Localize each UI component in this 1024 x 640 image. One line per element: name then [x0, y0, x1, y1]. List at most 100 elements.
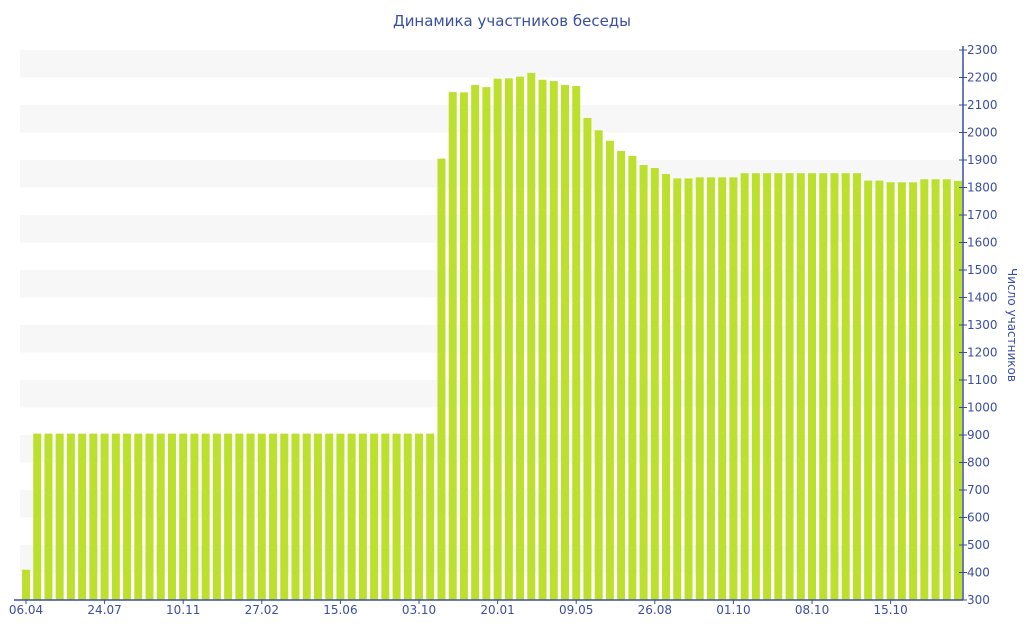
bar [673, 178, 682, 601]
bar [516, 76, 525, 601]
grid-band [20, 490, 963, 518]
bar [774, 173, 783, 600]
bar [459, 92, 468, 600]
bar [44, 433, 53, 600]
bar [426, 433, 435, 600]
y-tick-label: 2200 [967, 71, 998, 85]
bar [269, 433, 278, 600]
x-tick-label: 10.11 [166, 603, 200, 617]
y-tick-label: 1500 [967, 263, 998, 277]
bar [875, 180, 884, 600]
bar [145, 433, 154, 600]
bar [179, 433, 188, 600]
x-tick-label: 06.04 [9, 603, 43, 617]
bar [538, 79, 547, 600]
x-tick-label: 15.10 [873, 603, 907, 617]
grid-band [20, 325, 963, 353]
bar [482, 87, 491, 600]
bar [313, 433, 322, 600]
bar [134, 433, 143, 600]
grid-band [20, 545, 963, 573]
x-tick-label: 24.07 [87, 603, 121, 617]
bar [594, 130, 603, 601]
bar [628, 155, 637, 600]
y-tick-label: 1700 [967, 208, 998, 222]
x-tick-label: 01.10 [716, 603, 750, 617]
y-tick-label: 2100 [967, 98, 998, 112]
bar [55, 433, 64, 600]
bar [763, 173, 772, 600]
bar [909, 182, 918, 600]
bar [22, 569, 30, 600]
y-tick-label: 800 [967, 456, 990, 470]
bar [662, 174, 671, 600]
bar [437, 158, 446, 600]
bar [291, 433, 300, 600]
bar [751, 173, 760, 600]
grid-band [20, 270, 963, 298]
chart-title: Динамика участников беседы [392, 12, 632, 30]
bar [471, 84, 480, 601]
bar [201, 433, 210, 600]
bar [111, 433, 120, 600]
bar [706, 177, 715, 600]
bar [954, 180, 962, 600]
y-tick-label: 700 [967, 483, 990, 497]
bar [560, 84, 569, 601]
bar [718, 177, 727, 600]
bar [415, 433, 424, 600]
bar [841, 173, 850, 600]
y-tick-label: 400 [967, 566, 990, 580]
bar [100, 433, 109, 600]
y-tick-label: 1200 [967, 346, 998, 360]
y-tick-label: 1100 [967, 373, 998, 387]
bar [246, 433, 255, 600]
y-tick-label: 2000 [967, 126, 998, 140]
bar [617, 150, 626, 601]
x-tick-label: 15.06 [323, 603, 357, 617]
bar [942, 179, 951, 600]
bar [33, 433, 42, 600]
y-tick-label: 1600 [967, 236, 998, 250]
bar [358, 433, 367, 600]
bar [66, 433, 75, 600]
y-tick-label: 300 [967, 593, 990, 607]
bar [78, 433, 87, 600]
grid-band [20, 380, 963, 408]
bar [740, 173, 749, 600]
y-tick-label: 500 [967, 538, 990, 552]
grid-band [20, 160, 963, 188]
bar [448, 92, 457, 600]
bar [572, 86, 581, 600]
bar [639, 164, 648, 600]
bar [583, 117, 592, 601]
y-tick-label: 900 [967, 428, 990, 442]
bar [886, 182, 895, 600]
bar [212, 433, 221, 600]
bar [381, 433, 390, 600]
bar [123, 433, 132, 600]
bar [403, 433, 412, 600]
bar [235, 433, 244, 600]
bar [819, 173, 828, 600]
bar [527, 72, 536, 600]
y-tick-label: 1300 [967, 318, 998, 332]
bar [650, 167, 659, 600]
bar [695, 177, 704, 600]
bar [852, 173, 861, 600]
grid-band [20, 435, 963, 463]
bar [796, 173, 805, 600]
x-tick-label: 03.10 [402, 603, 436, 617]
x-tick-label: 27.02 [245, 603, 279, 617]
bar [347, 433, 356, 600]
y-axis-label: Число участников [1005, 268, 1019, 382]
bar [190, 433, 199, 600]
bar [549, 81, 558, 600]
x-tick-label: 09.05 [559, 603, 593, 617]
x-tick-label: 08.10 [795, 603, 829, 617]
bar [785, 173, 794, 600]
bar [370, 433, 379, 600]
grid-band [20, 105, 963, 133]
y-tick-label: 2300 [967, 43, 998, 57]
